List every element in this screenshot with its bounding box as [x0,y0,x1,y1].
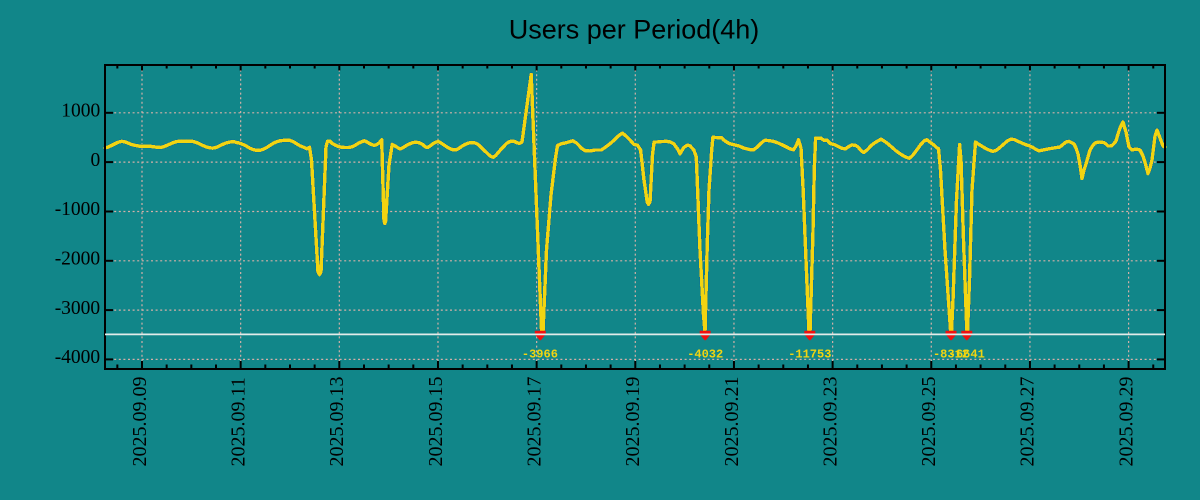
svg-text:-8312: -8312 [933,348,969,362]
svg-text:-4000: -4000 [55,347,101,368]
svg-text:-6641: -6641 [949,348,985,362]
svg-text:2025.09.21: 2025.09.21 [721,377,743,467]
svg-text:2025.09.29: 2025.09.29 [1115,377,1137,467]
svg-text:2025.09.27: 2025.09.27 [1017,377,1039,467]
svg-text:2025.09.19: 2025.09.19 [622,377,644,467]
svg-text:2025.09.23: 2025.09.23 [819,377,841,467]
svg-text:2025.09.17: 2025.09.17 [523,377,545,467]
svg-text:-3000: -3000 [55,298,101,319]
svg-text:Users per Period(4h): Users per Period(4h) [509,15,760,45]
svg-text:-4032: -4032 [687,348,723,362]
svg-text:2025.09.11: 2025.09.11 [227,377,249,466]
svg-text:2025.09.09: 2025.09.09 [129,377,151,467]
svg-text:2025.09.25: 2025.09.25 [918,377,940,467]
svg-text:-1000: -1000 [55,199,101,220]
svg-text:-2000: -2000 [55,249,101,270]
svg-text:2025.09.15: 2025.09.15 [425,377,447,467]
svg-text:-3966: -3966 [522,348,558,362]
svg-text:1000: 1000 [61,101,100,122]
svg-text:-11753: -11753 [788,348,831,362]
svg-text:2025.09.13: 2025.09.13 [326,377,348,467]
svg-text:0: 0 [90,150,100,171]
